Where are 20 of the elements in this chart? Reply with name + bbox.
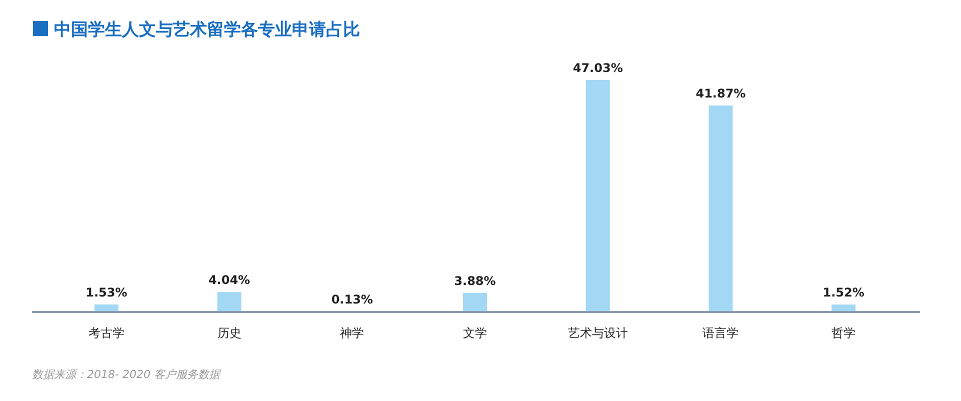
bar [463,292,487,312]
x-tick-label: 艺术与设计 [568,326,628,340]
data-label: 0.13% [331,292,373,306]
bar [217,292,242,312]
data-label: 41.87% [696,86,746,100]
bar [708,105,733,312]
x-tick-label: 语言学 [702,326,739,340]
data-label: 1.52% [822,286,864,300]
data-label: 1.53% [86,285,128,300]
data-label: 47.03% [572,61,623,75]
x-tick-label: 文学 [463,326,487,340]
x-tick-label: 历史 [217,326,242,340]
bar [586,80,610,312]
source-note: 数据来源：2018- 2020 客户服务数据 [32,368,222,381]
x-tick-label: 哲学 [832,326,856,340]
data-label: 4.04% [208,273,250,288]
x-tick-label: 神学 [340,326,364,340]
x-tick-label: 考古学 [88,326,124,340]
data-label: 3.88% [454,274,496,288]
chart-title: 中国学生人文与艺术留学各专业申请占比 [54,20,360,40]
